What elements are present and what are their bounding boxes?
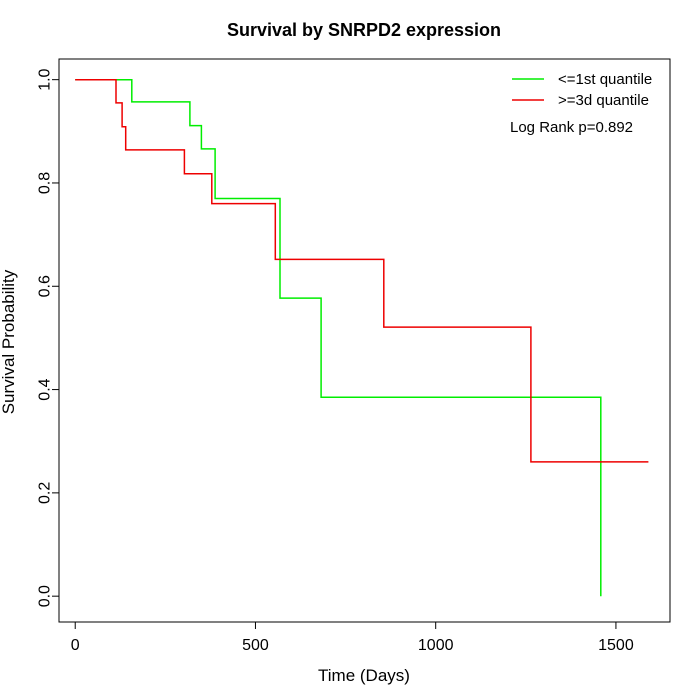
chart-title: Survival by SNRPD2 expression bbox=[227, 20, 501, 40]
y-axis-label: Survival Probability bbox=[0, 269, 18, 414]
x-axis-label: Time (Days) bbox=[318, 666, 410, 685]
y-tick-label: 0.8 bbox=[37, 172, 54, 194]
y-axis: 0.0 0.2 0.4 0.6 0.8 1.0 bbox=[37, 68, 60, 607]
x-tick-label: 500 bbox=[242, 637, 269, 654]
x-axis: 0 500 1000 1500 bbox=[71, 621, 634, 654]
legend: <=1st quantile >=3d quantile bbox=[512, 71, 652, 109]
x-tick-label: 1000 bbox=[418, 637, 454, 654]
y-tick-label: 0.0 bbox=[37, 585, 54, 607]
legend-label: >=3d quantile bbox=[558, 92, 649, 109]
x-tick-label: 0 bbox=[71, 637, 80, 654]
y-tick-label: 1.0 bbox=[37, 68, 54, 90]
series-line-2 bbox=[75, 78, 649, 463]
y-tick-label: 0.4 bbox=[37, 378, 54, 400]
y-tick-label: 0.2 bbox=[37, 482, 54, 504]
legend-label: <=1st quantile bbox=[558, 71, 652, 88]
log-rank-annotation: Log Rank p=0.892 bbox=[510, 119, 633, 136]
series-line-1 bbox=[75, 78, 602, 597]
y-tick-label: 0.6 bbox=[37, 275, 54, 297]
x-tick-label: 1500 bbox=[598, 637, 634, 654]
series-layer bbox=[75, 78, 649, 597]
plot-frame bbox=[58, 58, 671, 623]
